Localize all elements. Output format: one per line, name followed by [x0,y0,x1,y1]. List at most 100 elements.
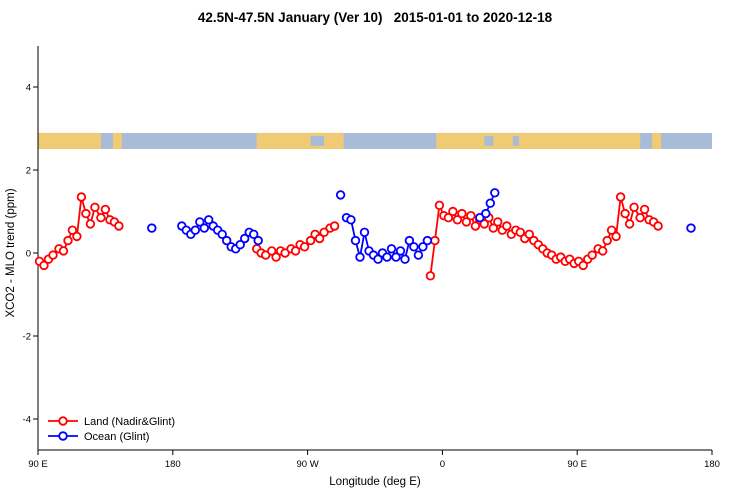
data-point-marker [346,215,356,225]
data-point-marker [147,223,157,233]
land-segment [652,132,662,149]
data-point-marker [395,246,406,256]
legend-label: Ocean (Glint) [84,431,149,443]
legend-label: Land (Nadir&Glint) [84,416,175,428]
data-point-marker [76,192,87,202]
data-point-marker [299,242,310,252]
data-point-marker [443,212,454,223]
map-strip [38,132,712,149]
data-point-marker [39,260,49,271]
data-point-marker [587,250,597,260]
data-point-marker [524,229,534,239]
data-point-marker [85,219,96,229]
data-point-marker [470,221,481,231]
data-point-marker [267,246,277,256]
data-point-marker [461,217,472,227]
x-tick-label: 90 E [28,459,48,470]
series-land [34,192,663,281]
data-point-marker [653,221,663,231]
data-point-marker [611,231,621,242]
data-point-marker [221,235,232,246]
legend-marker [58,416,68,426]
x-tick-label: 0 [440,459,445,470]
data-point-marker [515,227,525,237]
data-point-marker [481,208,491,219]
series-line [429,196,659,276]
axes [37,46,712,451]
data-point-marker [253,235,263,246]
data-point-marker [602,235,612,246]
x-tick-label: 180 [165,459,181,470]
land-segment [112,132,122,149]
data-point-marker [359,227,370,237]
data-point-marker [81,208,91,219]
data-point-marker [58,246,69,256]
data-point-marker [280,248,290,258]
data-point-marker [391,252,401,262]
y-tick-label: -4 [23,415,31,426]
data-point-marker [290,246,301,256]
data-point-marker [195,217,205,227]
data-point-marker [72,231,82,242]
data-point-marker [620,208,630,219]
legend-marker [58,431,68,441]
data-point-marker [686,223,696,233]
data-point-marker [248,229,259,239]
data-point-marker [314,233,325,244]
y-tick-label: -2 [23,332,31,343]
y-tick-label: 2 [26,166,31,177]
data-point-marker [425,271,436,281]
data-point-marker [502,221,512,231]
data-point-marker [235,239,245,250]
land-segment [436,132,641,149]
series-ocean [147,188,696,264]
legend: Land (Nadir&Glint) Ocean (Glint) [48,416,175,443]
data-point-marker [430,235,440,246]
data-point-marker [635,212,645,223]
data-point-marker [409,242,419,252]
data-point-marker [199,223,209,233]
data-point-marker [413,250,424,260]
data-point-marker [305,235,316,246]
data-point-marker [319,227,329,237]
data-point-marker [479,219,489,229]
data-point-marker [615,192,626,202]
data-point-marker [488,223,498,233]
data-point-marker [271,252,281,262]
x-tick-label: 90 E [567,459,587,470]
land-segment [256,132,344,149]
data-point-marker [606,225,617,235]
data-point-marker [434,200,445,210]
x-tick-label: 180 [704,459,720,470]
data-point-marker [261,250,271,260]
data-point-marker [90,202,100,212]
data-point-marker [239,233,250,244]
y-tick-label: 0 [26,249,31,260]
data-point-marker [448,206,458,217]
data-point-marker [350,235,361,246]
data-point-marker [217,229,227,239]
x-tick-label: 90 W [297,459,319,470]
data-point-marker [578,260,588,271]
data-point-marker [335,190,346,200]
data-point-marker [490,188,500,198]
data-point-marker [493,217,503,227]
data-point-marker [63,235,73,246]
data-point-marker [452,215,463,225]
data-point-marker [457,208,467,219]
data-point-marker [418,242,428,252]
data-point-marker [96,212,106,223]
inland-water-segment [310,135,325,146]
data-point-marker [629,202,639,212]
data-point-marker [598,246,608,256]
data-point-marker [100,204,111,215]
data-point-marker [190,225,200,235]
data-point-marker [48,250,58,260]
data-point-marker [386,244,397,254]
data-point-marker [422,235,433,246]
data-point-marker [203,215,214,225]
data-point-marker [67,225,78,235]
data-point-marker [114,221,124,231]
